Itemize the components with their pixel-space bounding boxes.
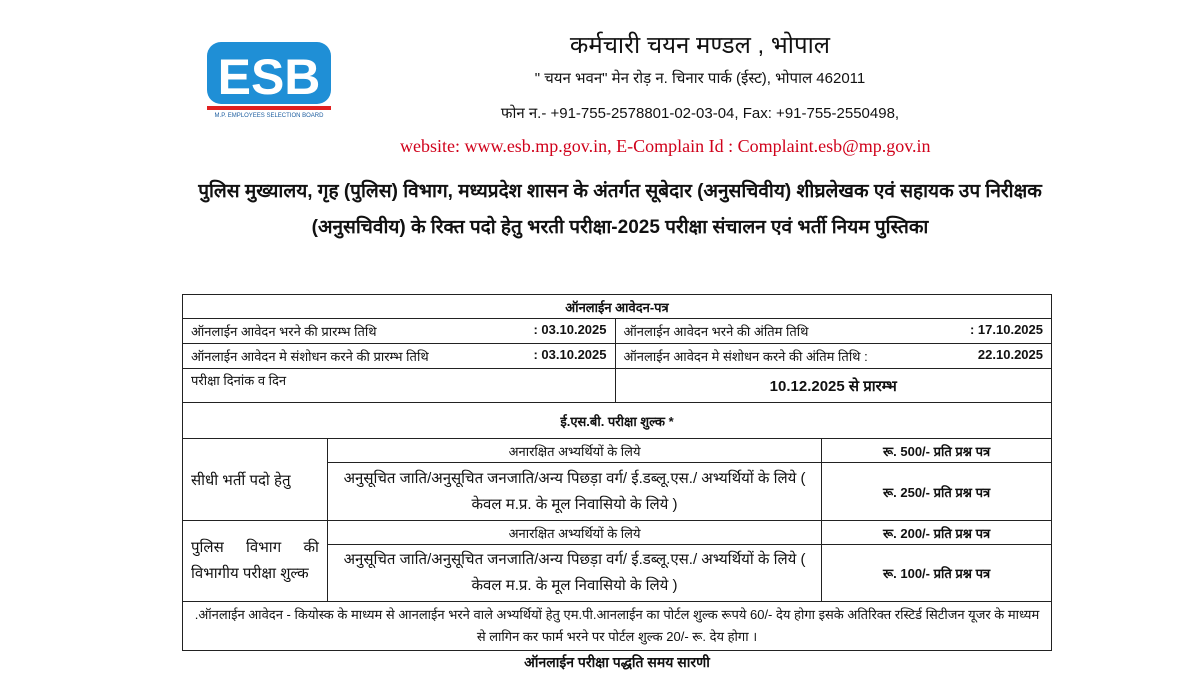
- group-label: सीधी भर्ती पदो हेतु: [182, 438, 328, 521]
- address: " चयन भवन" मेन रोड़ न. चिनार पार्क (ईस्ट…: [534, 70, 866, 87]
- esb-logo: ESB M.P. EMPLOYEES SELECTION BOARD: [207, 42, 331, 119]
- org-name: कर्मचारी चयन मण्डल , भोपाल: [569, 32, 831, 59]
- portal-fee-note: .ऑनलाईन आवेदन - कियोस्क के माध्यम से आनल…: [182, 601, 1052, 651]
- start-date-value: : 03.10.2025: [533, 322, 607, 337]
- start-date-label: ऑनलाईन आवेदन भरने की प्रारम्भ तिथि: [191, 324, 377, 339]
- edit-end-value: 22.10.2025: [977, 347, 1043, 362]
- fee-amount: रू. 200/- प्रति प्रश्न पत्र: [821, 520, 1052, 545]
- fee-category: अनारक्षित अभ्यर्थियों के लिये: [326, 520, 823, 545]
- table-heading: ऑनलाईन आवेदन-पत्र: [182, 294, 1052, 319]
- edit-start-label: ऑनलाईन आवेदन मे संशोधन करने की प्रारम्भ …: [191, 349, 429, 364]
- edit-start-value: : 03.10.2025: [533, 347, 607, 362]
- phone: फोन न.- +91-755-2578801-02-03-04, Fax: +…: [500, 105, 900, 122]
- fee-category: अनारक्षित अभ्यर्थियों के लिये: [326, 438, 823, 463]
- fee-category: अनुसूचित जाति/अनुसूचित जनजाति/अन्य पिछड़…: [326, 544, 823, 602]
- svg-text:ESB: ESB: [218, 49, 321, 105]
- svg-text:M.P. EMPLOYEES SELECTION BOARD: M.P. EMPLOYEES SELECTION BOARD: [215, 113, 325, 119]
- fee-amount: रू. 100/- प्रति प्रश्न पत्र: [821, 544, 1052, 602]
- section-caption: ऑनलाईन परीक्षा पद्धति समय सारणी: [524, 654, 710, 670]
- end-date-label: ऑनलाईन आवेदन भरने की अंतिम तिथि: [623, 324, 809, 339]
- exam-date-value: 10.12.2025 से प्रारम्भ: [614, 368, 1052, 403]
- exam-date-label: परीक्षा दिनांक व दिन: [182, 368, 616, 403]
- end-date-value: : 17.10.2025: [969, 322, 1043, 337]
- schedule-table: ऑनलाईन आवेदन-पत्र ऑनलाईन आवेदन भरने की प…: [182, 294, 1052, 651]
- edit-end-label: ऑनलाईन आवेदन मे संशोधन करने की अंतिम तिथ…: [623, 349, 868, 364]
- website-line[interactable]: website: www.esb.mp.gov.in, E-Complain I…: [400, 136, 931, 156]
- document-title: पुलिस मुख्यालय, गृह (पुलिस) विभाग, मध्यप…: [198, 181, 1042, 238]
- fee-amount: रू. 250/- प्रति प्रश्न पत्र: [821, 462, 1052, 521]
- fee-category: अनुसूचित जाति/अनुसूचित जनजाति/अन्य पिछड़…: [326, 462, 823, 521]
- group-label: पुलिस विभाग की विभागीय परीक्षा शुल्क: [182, 520, 328, 602]
- fee-heading: ई.एस.बी. परीक्षा शुल्क *: [182, 402, 1052, 439]
- fee-amount: रू. 500/- प्रति प्रश्न पत्र: [821, 438, 1052, 463]
